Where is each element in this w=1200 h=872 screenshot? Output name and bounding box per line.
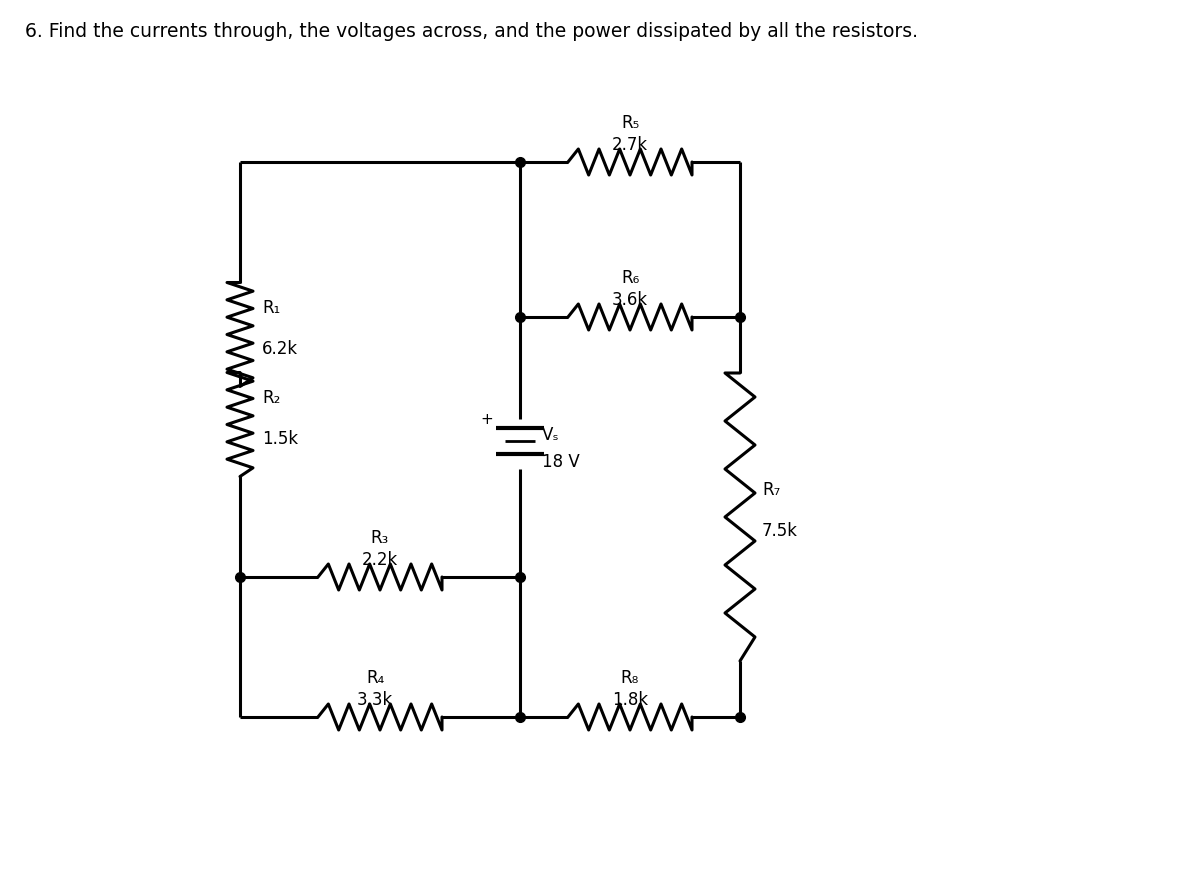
Text: R₆: R₆ [620, 269, 640, 287]
Text: R₇: R₇ [762, 481, 780, 499]
Text: R₃: R₃ [371, 529, 389, 547]
Text: 6. Find the currents through, the voltages across, and the power dissipated by a: 6. Find the currents through, the voltag… [25, 22, 918, 41]
Text: 2.7k: 2.7k [612, 136, 648, 154]
Text: 1.8k: 1.8k [612, 691, 648, 709]
Text: 18 V: 18 V [542, 453, 580, 471]
Text: R₈: R₈ [620, 669, 640, 687]
Text: 3.3k: 3.3k [356, 691, 394, 709]
Text: Vₛ: Vₛ [542, 426, 559, 444]
Text: +: + [481, 412, 493, 426]
Text: R₁: R₁ [262, 298, 281, 317]
Text: 2.2k: 2.2k [362, 551, 398, 569]
Text: 7.5k: 7.5k [762, 522, 798, 540]
Text: 1.5k: 1.5k [262, 430, 298, 447]
Text: R₂: R₂ [262, 389, 281, 406]
Text: R₄: R₄ [366, 669, 384, 687]
Text: 6.2k: 6.2k [262, 339, 298, 358]
Text: R₅: R₅ [620, 114, 640, 132]
Text: 3.6k: 3.6k [612, 291, 648, 309]
